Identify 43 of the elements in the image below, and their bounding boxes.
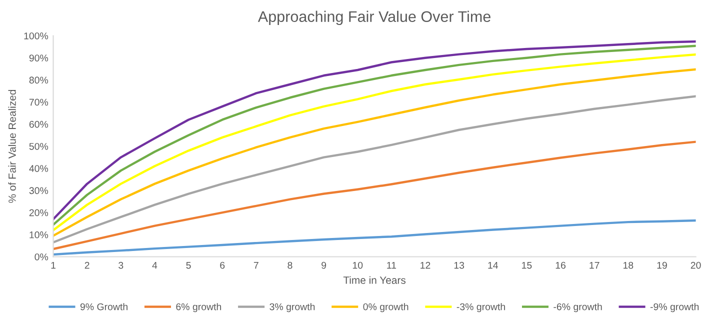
x-tick-label: 14 — [488, 262, 498, 269]
y-tick-label: 90% — [29, 54, 48, 62]
y-tick-label: 20% — [29, 209, 48, 216]
legend-label: 3% growth — [270, 303, 315, 312]
x-tick-label: 11 — [387, 262, 396, 269]
x-tick-label: 12 — [420, 262, 430, 269]
line-series — [53, 95, 696, 244]
y-tick-label: 0% — [34, 253, 48, 260]
y-tick-label: 10% — [30, 231, 48, 238]
y-tick-label: 70% — [29, 98, 48, 106]
y-tick-label: 50% — [29, 142, 48, 150]
x-tick-label: 8 — [288, 262, 292, 269]
x-tick-label: 6 — [220, 262, 225, 269]
legend-label: 6% growth — [176, 303, 222, 312]
x-tick-label: 7 — [254, 262, 258, 269]
x-tick-label: 2 — [84, 262, 90, 269]
x-tick-label: 13 — [454, 262, 464, 269]
x-tick-label: 17 — [590, 262, 600, 269]
x-tick-label: 5 — [186, 262, 191, 269]
x-tick-label: 9 — [322, 262, 326, 269]
legend-label: 9% Growth — [80, 303, 128, 310]
y-axis-title: % of Fair Value Realized — [8, 90, 16, 203]
x-tick-label: 3 — [118, 262, 124, 269]
y-tick-label: 80% — [29, 76, 48, 84]
legend-label: -3% growth — [456, 303, 505, 312]
legend-label: 0% growth — [363, 303, 408, 312]
y-tick-label: 30% — [29, 187, 48, 194]
x-axis-title: Time in Years — [343, 276, 406, 284]
x-tick-label: 16 — [556, 262, 566, 269]
x-tick-label: 15 — [522, 262, 532, 269]
y-tick-label: 60% — [29, 120, 48, 128]
x-tick-label: 1 — [51, 262, 56, 269]
x-tick-label: 18 — [624, 262, 634, 269]
legend-label: -9% growth — [650, 303, 699, 312]
x-tick-label: 19 — [657, 262, 667, 269]
x-tick-label: 10 — [352, 262, 363, 269]
x-tick-label: 20 — [690, 262, 701, 269]
y-tick-label: 40% — [29, 165, 48, 172]
legend-label: -6% growth — [554, 303, 602, 312]
x-tick-label: 4 — [152, 262, 158, 269]
y-tick-label: 100% — [24, 32, 48, 40]
line-series — [53, 140, 696, 250]
chart-title: Approaching Fair Value Over Time — [258, 10, 490, 26]
